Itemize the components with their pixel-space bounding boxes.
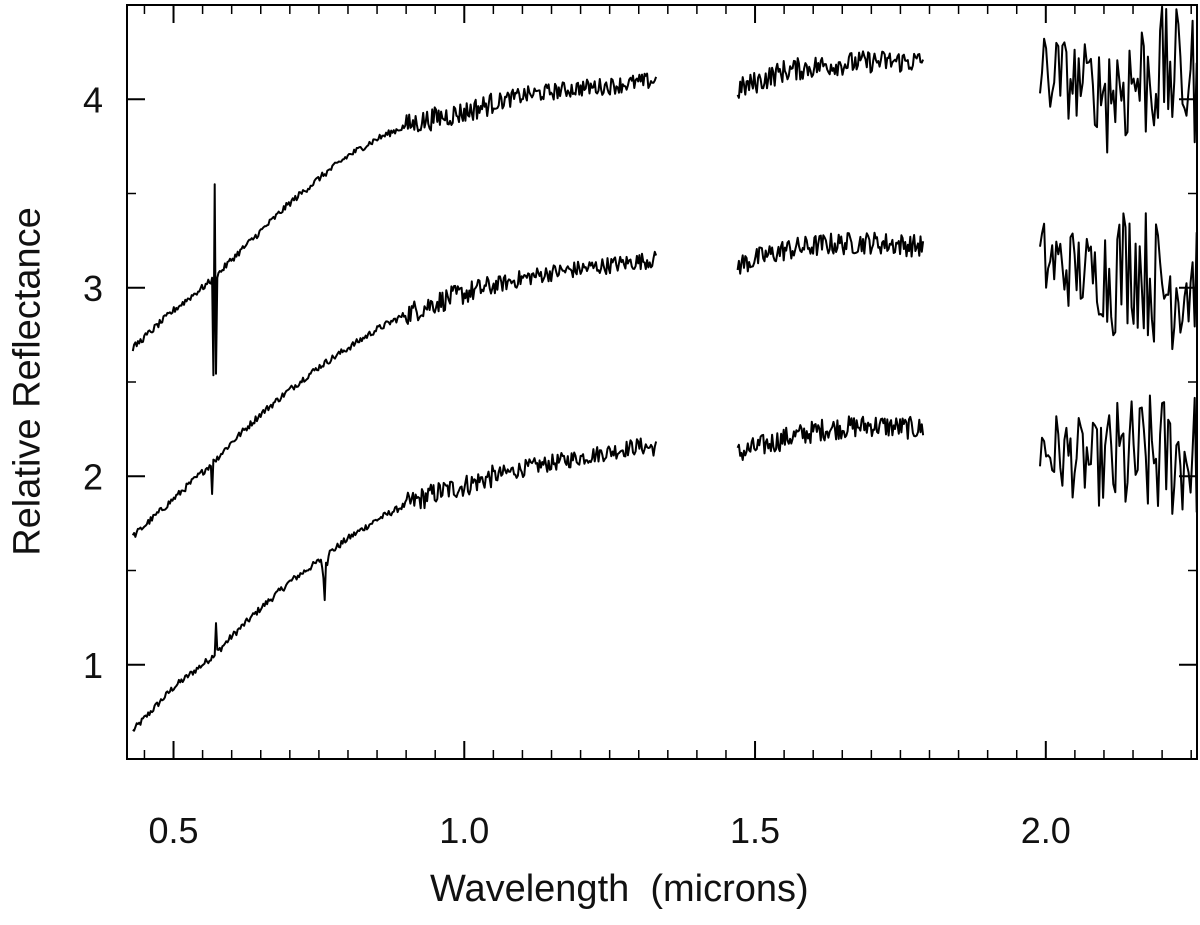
y-axis-label: Relative Reflectance [6,207,49,556]
x-tick-label: 1.0 [439,810,489,851]
spectrum-2-segment-3 [1039,212,1198,351]
spectrum-3-segment-3 [1039,5,1198,154]
spectrum-2-segment-1 [131,250,658,538]
x-tick-label: 2.0 [1021,810,1071,851]
y-tick-label: 4 [83,79,103,120]
minor-ticks [127,4,1197,759]
spectrum-1-segment-1 [132,437,658,732]
x-tick-label: 0.5 [148,810,198,851]
x-tick-label: 1.5 [730,810,780,851]
y-axis-ticks: 1 2 3 4 [83,79,1197,686]
series-layer [131,5,1198,732]
y-tick-label: 2 [83,456,103,497]
y-tick-label: 1 [83,645,103,686]
x-axis-label: Wavelength (microns) [430,868,809,910]
spectrum-3-segment-2 [736,50,925,99]
spectrum-1-segment-2 [736,415,925,461]
spectrum-2-segment-2 [736,231,925,275]
y-tick-label: 3 [83,268,103,309]
plot-frame [126,4,1198,760]
spectrum-3-segment-1 [131,72,658,377]
x-axis-ticks: 0.5 1.0 1.5 2.0 [148,5,1071,851]
spectrum-1-segment-3 [1039,394,1198,515]
